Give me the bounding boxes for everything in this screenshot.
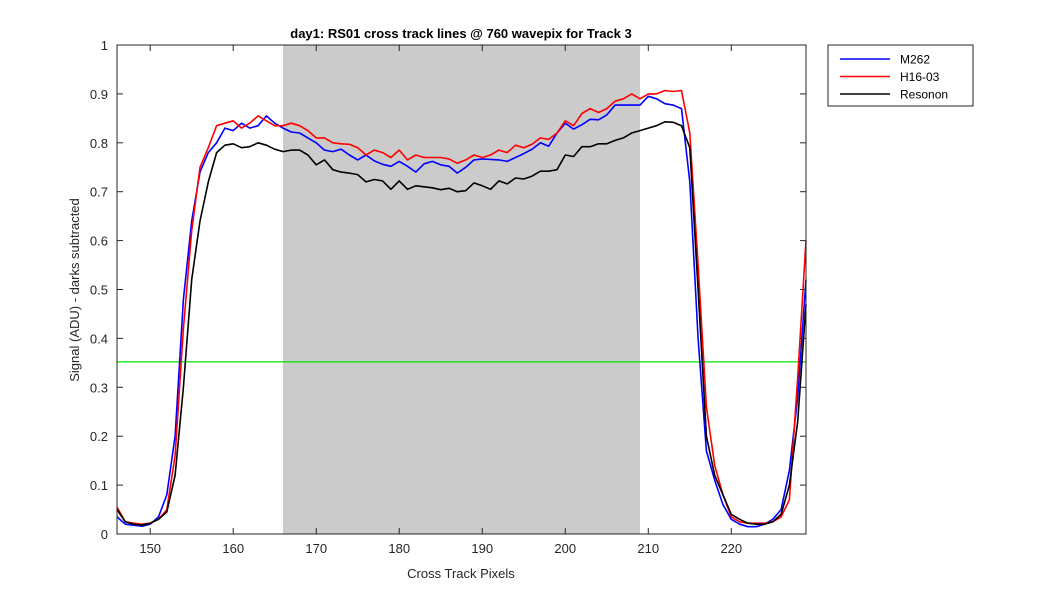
y-tick-label: 0.8 <box>90 136 108 151</box>
series-line-resonon <box>116 121 807 527</box>
y-tick-label: 0.7 <box>90 185 108 200</box>
x-tick-label: 190 <box>471 541 493 556</box>
y-tick-label: 0.2 <box>90 429 108 444</box>
x-axis-label: Cross Track Pixels <box>407 566 515 581</box>
y-tick-label: 0 <box>101 527 108 542</box>
shaded-region <box>283 45 640 534</box>
y-tick-label: 1 <box>101 38 108 53</box>
x-tick-label: 160 <box>222 541 244 556</box>
y-axis-label: Signal (ADU) - darks subtracted <box>67 198 82 382</box>
x-tick-label: 210 <box>637 541 659 556</box>
series-line-m262 <box>116 95 807 528</box>
x-tick-label: 220 <box>720 541 742 556</box>
legend-label: M262 <box>900 53 930 67</box>
series-line-h16-03 <box>116 89 807 526</box>
y-tick-label: 0.9 <box>90 87 108 102</box>
legend-label: Resonon <box>900 88 948 102</box>
x-tick-label: 200 <box>554 541 576 556</box>
x-tick-label: 150 <box>139 541 161 556</box>
y-tick-label: 0.4 <box>90 331 108 346</box>
x-tick-label: 170 <box>305 541 327 556</box>
legend-box <box>827 44 974 107</box>
legend: M262 H16-03 Resonon <box>827 44 974 107</box>
y-tick-label: 0.6 <box>90 234 108 249</box>
y-tick-label: 0.3 <box>90 380 108 395</box>
y-tick-label: 0.5 <box>90 283 108 298</box>
x-tick-label: 180 <box>388 541 410 556</box>
chart-title: day1: RS01 cross track lines @ 760 wavep… <box>290 26 631 41</box>
legend-label: H16-03 <box>900 70 940 84</box>
y-tick-label: 0.1 <box>90 478 108 493</box>
